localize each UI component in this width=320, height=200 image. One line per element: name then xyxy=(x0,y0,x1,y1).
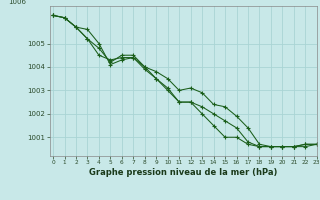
Text: 1006: 1006 xyxy=(8,0,26,4)
X-axis label: Graphe pression niveau de la mer (hPa): Graphe pression niveau de la mer (hPa) xyxy=(89,168,277,177)
